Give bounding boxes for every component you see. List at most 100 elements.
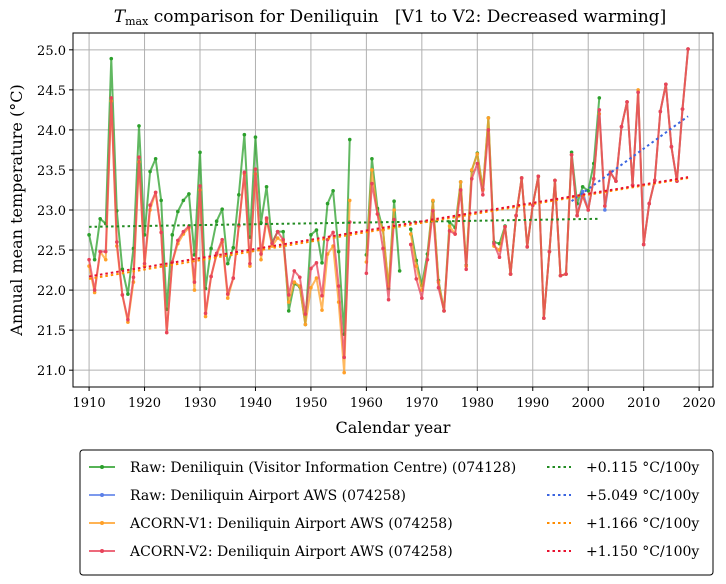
data-point	[492, 241, 496, 246]
data-point	[170, 233, 175, 237]
data-point	[370, 168, 374, 172]
data-point	[137, 124, 141, 128]
data-point	[264, 184, 269, 189]
data-point	[392, 199, 396, 203]
data-point	[164, 330, 169, 335]
data-point	[275, 236, 280, 240]
data-point	[614, 179, 618, 183]
data-point	[486, 116, 491, 120]
data-point	[414, 277, 419, 281]
data-point	[325, 201, 330, 206]
data-point	[370, 156, 374, 161]
data-point	[320, 293, 324, 298]
data-point	[103, 249, 108, 254]
data-point	[309, 266, 313, 271]
data-point	[669, 144, 674, 149]
legend-marker	[100, 465, 104, 469]
data-point	[176, 209, 180, 214]
legend: Raw: Deniliquin (Visitor Information Cen…	[89, 460, 699, 560]
data-point	[486, 128, 491, 132]
plot-series	[87, 47, 690, 375]
data-point	[203, 311, 208, 316]
x-tick-label: 2020	[683, 396, 716, 411]
data-point	[286, 309, 291, 313]
data-point	[336, 249, 341, 254]
data-point	[586, 188, 591, 193]
data-point	[408, 232, 413, 236]
data-point	[420, 296, 424, 300]
data-point	[597, 108, 602, 112]
x-axis-ticks: 1910 1920 1930 1940 1950 1960 1970 1980 1990 2000…	[73, 387, 716, 411]
x-axis-label: Calendar year	[336, 418, 451, 437]
x-tick-label: 2010	[627, 396, 660, 411]
data-point	[181, 229, 186, 234]
data-point	[342, 355, 346, 360]
data-point	[530, 203, 535, 207]
data-point	[381, 246, 385, 251]
data-point	[109, 56, 114, 61]
data-point	[159, 230, 163, 235]
x-tick-label: 1930	[183, 396, 216, 411]
trend-line	[88, 176, 689, 280]
data-point	[231, 276, 236, 280]
data-point	[220, 207, 224, 211]
data-point	[370, 181, 374, 186]
data-point	[286, 293, 291, 297]
series-line	[365, 182, 396, 301]
x-tick-label: 1940	[239, 396, 272, 411]
legend-box	[79, 449, 714, 576]
y-tick-label: 24.5	[37, 84, 66, 99]
x-tick-label: 1960	[350, 396, 383, 411]
data-point	[508, 272, 513, 276]
data-point	[275, 229, 280, 234]
data-point	[253, 167, 258, 171]
data-point	[309, 285, 313, 290]
data-point	[137, 155, 141, 159]
data-point	[314, 228, 319, 232]
data-point	[408, 227, 413, 232]
data-point	[425, 257, 430, 262]
trend-line	[88, 176, 689, 278]
data-point	[264, 216, 269, 220]
data-point	[115, 240, 119, 244]
data-point	[298, 275, 302, 280]
data-point	[303, 312, 308, 316]
data-point	[225, 292, 230, 296]
trend-line	[89, 217, 600, 228]
data-point	[148, 203, 152, 207]
data-point	[503, 225, 507, 229]
data-point	[436, 285, 441, 290]
data-point	[92, 257, 97, 262]
data-point	[342, 370, 346, 375]
legend-marker	[100, 521, 104, 525]
data-point	[148, 169, 152, 174]
data-point	[253, 135, 258, 139]
data-point	[153, 156, 158, 161]
data-point	[103, 257, 108, 262]
data-point	[453, 232, 457, 236]
data-point	[231, 245, 236, 250]
chart-title: Tmax comparison for Deniliquin [V1 to V2…	[114, 7, 666, 28]
series-line	[88, 96, 351, 359]
data-point	[386, 297, 391, 302]
data-point	[469, 176, 474, 181]
x-tick-label: 1910	[73, 396, 106, 411]
data-point	[187, 192, 191, 196]
data-point	[98, 249, 102, 254]
y-tick-label: 23.0	[37, 204, 66, 219]
data-point	[375, 212, 380, 216]
data-point	[347, 137, 352, 142]
data-point	[286, 300, 291, 304]
data-point	[392, 217, 396, 222]
x-tick-label: 2000	[572, 396, 605, 411]
data-point	[442, 309, 446, 313]
data-point	[597, 96, 602, 100]
data-point	[126, 292, 130, 296]
data-point	[259, 257, 263, 262]
y-tick-label: 24.0	[37, 124, 66, 139]
legend-label: ACORN-V1: Deniliquin Airport AWS (074258…	[129, 516, 453, 532]
data-point	[198, 150, 202, 155]
x-tick-label: 1920	[128, 396, 161, 411]
data-point	[658, 109, 663, 114]
